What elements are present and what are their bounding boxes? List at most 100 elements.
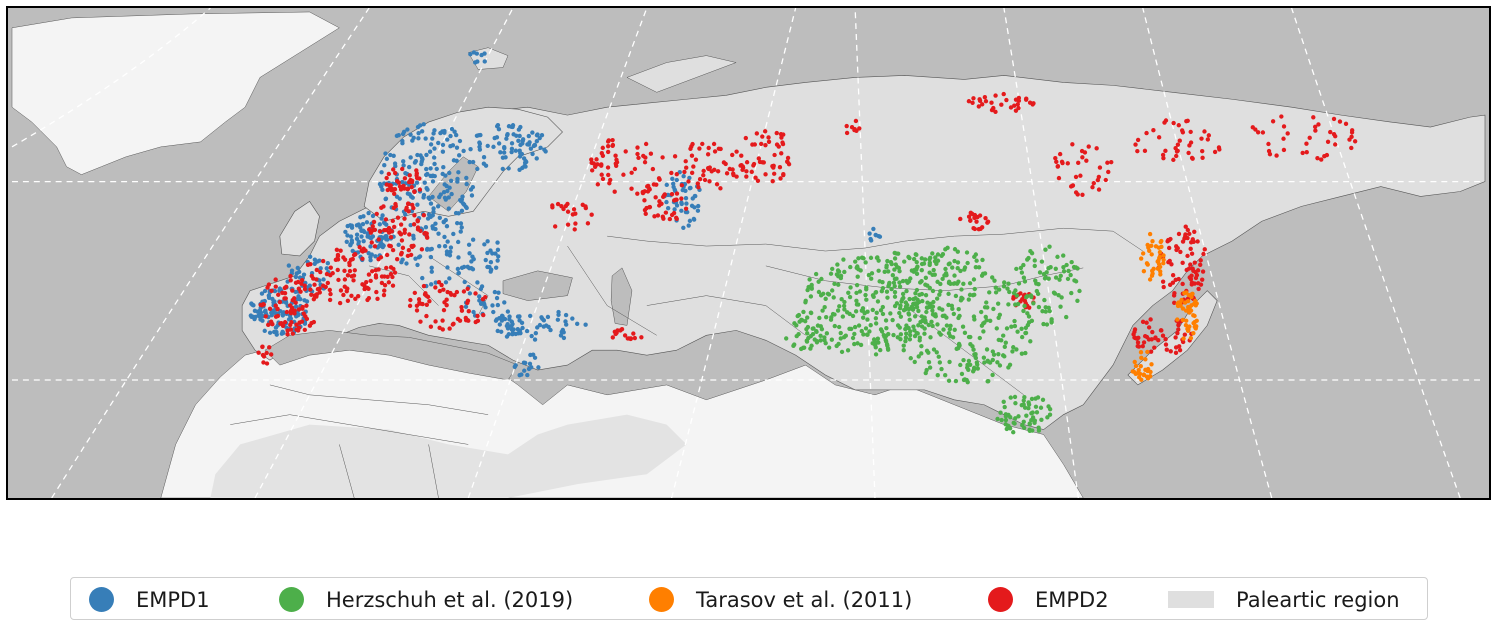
sample-point-herz	[855, 274, 860, 279]
sample-point-empd2	[565, 201, 570, 207]
sample-point-empd1	[509, 323, 514, 329]
sample-point-herz	[1019, 326, 1024, 331]
sample-point-empd2	[1169, 262, 1174, 267]
sample-point-herz	[973, 252, 979, 257]
sample-point-empd2	[301, 311, 306, 316]
sample-point-empd2	[749, 169, 754, 175]
sample-point-empd1	[494, 124, 500, 129]
sample-point-herz	[826, 345, 832, 350]
sample-point-empd1	[449, 126, 455, 132]
sample-point-herz	[829, 315, 834, 320]
sample-point-herz	[1058, 304, 1063, 309]
sample-point-empd1	[442, 182, 447, 187]
sample-point-herz	[1004, 326, 1010, 331]
sample-point-empd2	[406, 209, 411, 214]
sample-point-empd1	[401, 159, 406, 164]
sample-point-empd1	[370, 234, 376, 239]
sample-point-empd2	[958, 216, 963, 222]
sample-point-empd2	[370, 224, 375, 229]
sample-point-empd1	[413, 256, 418, 261]
sample-point-empd1	[680, 187, 685, 193]
sample-point-empd2	[646, 183, 651, 189]
sample-point-herz	[839, 297, 844, 302]
sample-point-empd1	[420, 275, 425, 281]
sample-point-herz	[840, 314, 846, 319]
sample-point-empd1	[280, 329, 285, 334]
sample-point-empd2	[661, 216, 666, 221]
sample-point-herz	[947, 326, 953, 332]
sample-point-empd2	[261, 354, 267, 359]
sample-point-empd2	[412, 213, 417, 218]
sample-point-empd2	[585, 221, 591, 226]
sample-point-herz	[805, 324, 811, 330]
sample-point-empd1	[533, 330, 539, 336]
sample-point-herz	[1030, 428, 1035, 433]
sample-point-empd1	[518, 142, 523, 148]
sample-point-empd1	[456, 170, 461, 175]
sample-point-empd1	[871, 226, 876, 232]
sample-point-herz	[1021, 419, 1026, 425]
sample-point-empd2	[424, 231, 429, 236]
sample-point-empd1	[520, 325, 525, 331]
sample-point-herz	[822, 335, 827, 340]
sample-point-herz	[1043, 305, 1048, 310]
sample-point-herz	[864, 287, 869, 292]
sample-point-tara	[1175, 317, 1180, 322]
sample-point-herz	[895, 251, 901, 256]
sample-point-herz	[830, 266, 835, 272]
sample-point-empd2	[1352, 139, 1358, 144]
sample-point-empd2	[705, 166, 711, 171]
sample-point-empd1	[502, 150, 507, 155]
sample-point-herz	[846, 290, 851, 295]
sample-point-empd2	[608, 177, 613, 183]
sample-point-empd1	[430, 213, 435, 218]
sample-point-empd2	[1105, 160, 1110, 165]
sample-point-herz	[931, 347, 937, 352]
sample-point-herz	[1068, 272, 1073, 278]
sample-point-empd2	[414, 168, 419, 173]
sample-point-herz	[1064, 314, 1069, 320]
sample-point-empd1	[494, 317, 499, 322]
sample-point-herz	[814, 340, 820, 345]
sample-point-herz	[966, 358, 972, 364]
sample-point-empd1	[483, 305, 488, 310]
sample-point-empd2	[459, 304, 464, 310]
sample-point-empd1	[256, 313, 261, 318]
sample-point-herz	[933, 255, 938, 260]
sample-point-tara	[1149, 362, 1154, 367]
sample-point-empd2	[1188, 276, 1194, 282]
sample-point-empd1	[383, 151, 388, 156]
sample-point-herz	[1011, 420, 1016, 425]
sample-point-herz	[837, 304, 842, 309]
sample-point-empd2	[766, 139, 772, 144]
sample-point-herz	[906, 325, 911, 331]
sample-point-empd2	[483, 294, 488, 300]
sample-point-empd1	[530, 151, 535, 157]
sample-point-empd2	[1200, 148, 1205, 154]
sample-point-tara	[1157, 250, 1163, 255]
sample-point-empd2	[267, 345, 272, 350]
sample-point-empd2	[336, 277, 341, 283]
sample-point-herz	[842, 269, 847, 275]
legend-item-empd1: EMPD1	[89, 578, 210, 621]
sample-point-empd2	[743, 135, 749, 141]
sample-point-herz	[1030, 415, 1036, 420]
sample-point-empd1	[430, 179, 436, 184]
sample-point-empd1	[563, 312, 569, 318]
sample-point-empd2	[1253, 127, 1258, 132]
sample-point-herz	[1031, 301, 1036, 306]
sample-point-empd2	[689, 153, 695, 158]
sample-point-tara	[1161, 257, 1166, 262]
sample-point-herz	[856, 323, 862, 328]
sample-point-herz	[907, 296, 912, 302]
sample-point-herz	[903, 338, 908, 344]
sample-point-empd2	[1171, 157, 1176, 163]
sample-point-tara	[1180, 306, 1186, 311]
sample-point-herz	[1026, 406, 1031, 411]
sample-point-herz	[873, 321, 879, 326]
sample-point-empd2	[256, 350, 261, 355]
sample-point-empd2	[594, 157, 599, 162]
sample-point-empd1	[404, 261, 409, 266]
sample-point-empd1	[537, 322, 543, 328]
sample-point-empd2	[1184, 267, 1189, 273]
